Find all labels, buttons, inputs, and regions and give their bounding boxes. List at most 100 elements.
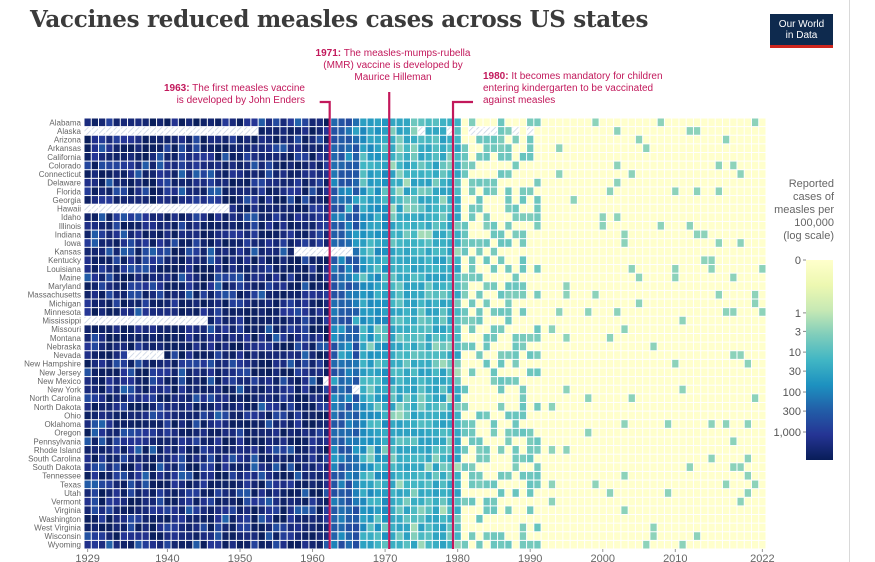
heatmap-cell xyxy=(730,377,737,385)
heatmap-cell xyxy=(200,247,207,256)
heatmap-cell xyxy=(628,213,635,221)
heatmap-cell xyxy=(244,506,251,515)
heatmap-cell xyxy=(389,489,396,497)
heatmap-cell xyxy=(759,377,766,385)
heatmap-cell xyxy=(599,170,606,178)
heatmap-cell xyxy=(367,540,374,549)
heatmap-cell xyxy=(440,273,447,282)
heatmap-cell xyxy=(577,127,585,135)
heatmap-cell xyxy=(548,420,556,428)
owid-logo[interactable]: Our World in Data xyxy=(770,14,833,48)
heatmap-cell xyxy=(316,385,323,394)
heatmap-cell xyxy=(730,497,737,506)
heatmap-cell xyxy=(759,256,766,265)
heatmap-cell xyxy=(432,446,440,454)
heatmap-cell xyxy=(730,411,737,420)
heatmap-cell xyxy=(527,480,534,489)
heatmap-cell xyxy=(628,515,635,523)
heatmap-cell xyxy=(585,385,592,394)
heatmap-cell xyxy=(142,230,149,239)
heatmap-cell xyxy=(469,325,476,333)
heatmap-cell xyxy=(367,127,374,135)
heatmap-cell xyxy=(367,351,374,359)
heatmap-cell xyxy=(244,497,251,506)
heatmap-cell xyxy=(701,351,708,359)
heatmap-cell xyxy=(309,152,316,161)
heatmap-cell xyxy=(229,239,236,247)
heatmap-cell xyxy=(730,471,737,480)
heatmap-cell xyxy=(708,368,715,377)
heatmap-cell xyxy=(222,394,229,402)
heatmap-cell xyxy=(577,515,585,523)
heatmap-cell xyxy=(99,144,106,152)
heatmap-cell xyxy=(345,144,352,152)
heatmap-cell xyxy=(323,213,331,221)
heatmap-cell xyxy=(606,221,614,230)
heatmap-cell xyxy=(447,454,454,463)
heatmap-cell xyxy=(759,385,766,394)
heatmap-cell xyxy=(519,480,527,489)
heatmap-cell xyxy=(621,523,628,532)
heatmap-cell xyxy=(664,523,672,532)
heatmap-cell xyxy=(186,351,193,359)
heatmap-cell xyxy=(200,256,207,265)
heatmap-cell xyxy=(519,385,527,394)
heatmap-cell xyxy=(519,316,527,325)
heatmap-cell xyxy=(106,480,113,489)
heatmap-cell xyxy=(149,118,157,127)
heatmap-cell xyxy=(643,325,650,333)
heatmap-cell xyxy=(410,170,418,178)
heatmap-cell xyxy=(207,489,215,497)
heatmap-cell xyxy=(128,178,135,187)
heatmap-cell xyxy=(113,334,120,342)
heatmap-cell xyxy=(563,334,570,342)
heatmap-cell xyxy=(352,308,360,316)
heatmap-cell xyxy=(294,299,302,308)
heatmap-cell xyxy=(737,325,744,333)
heatmap-cell xyxy=(171,282,178,290)
heatmap-cell xyxy=(708,532,715,540)
heatmap-cell xyxy=(606,230,614,239)
heatmap-cell xyxy=(548,247,556,256)
heatmap-cell xyxy=(360,342,367,351)
heatmap-cell xyxy=(367,394,374,402)
heatmap-cell xyxy=(302,377,309,385)
annotation-1971: 1971: The measles-mumps-rubella (MMR) va… xyxy=(308,48,478,84)
heatmap-cell xyxy=(128,325,135,333)
heatmap-cell xyxy=(635,118,643,127)
heatmap-cell xyxy=(309,144,316,152)
heatmap-cell xyxy=(483,152,490,161)
heatmap-cell xyxy=(715,351,722,359)
heatmap-cell xyxy=(498,196,505,204)
heatmap-cell xyxy=(222,463,229,471)
heatmap-cell xyxy=(701,368,708,377)
heatmap-cell xyxy=(287,523,294,532)
heatmap-cell xyxy=(222,351,229,359)
heatmap-cell xyxy=(360,230,367,239)
heatmap-cell xyxy=(534,187,541,196)
heatmap-cell xyxy=(287,368,294,377)
heatmap-cell xyxy=(418,446,425,454)
event-lines xyxy=(319,92,474,549)
heatmap-cell xyxy=(84,454,91,463)
heatmap-cell xyxy=(360,540,367,549)
heatmap-cell xyxy=(679,342,686,351)
heatmap-cell xyxy=(628,351,635,359)
heatmap-cell xyxy=(447,247,454,256)
heatmap-cell xyxy=(512,247,519,256)
heatmap-cell xyxy=(207,144,215,152)
heatmap-cell xyxy=(374,187,381,196)
heatmap-cell xyxy=(135,515,142,523)
heatmap-cell xyxy=(222,385,229,394)
heatmap-cell xyxy=(135,394,142,402)
heatmap-cell xyxy=(643,411,650,420)
heatmap-cell xyxy=(91,368,99,377)
heatmap-cell xyxy=(454,221,461,230)
heatmap-cell xyxy=(229,420,236,428)
heatmap-cell xyxy=(84,532,91,540)
heatmap-cell xyxy=(606,480,614,489)
heatmap-cell xyxy=(186,454,193,463)
heatmap-cell xyxy=(548,230,556,239)
heatmap-cell xyxy=(135,230,142,239)
